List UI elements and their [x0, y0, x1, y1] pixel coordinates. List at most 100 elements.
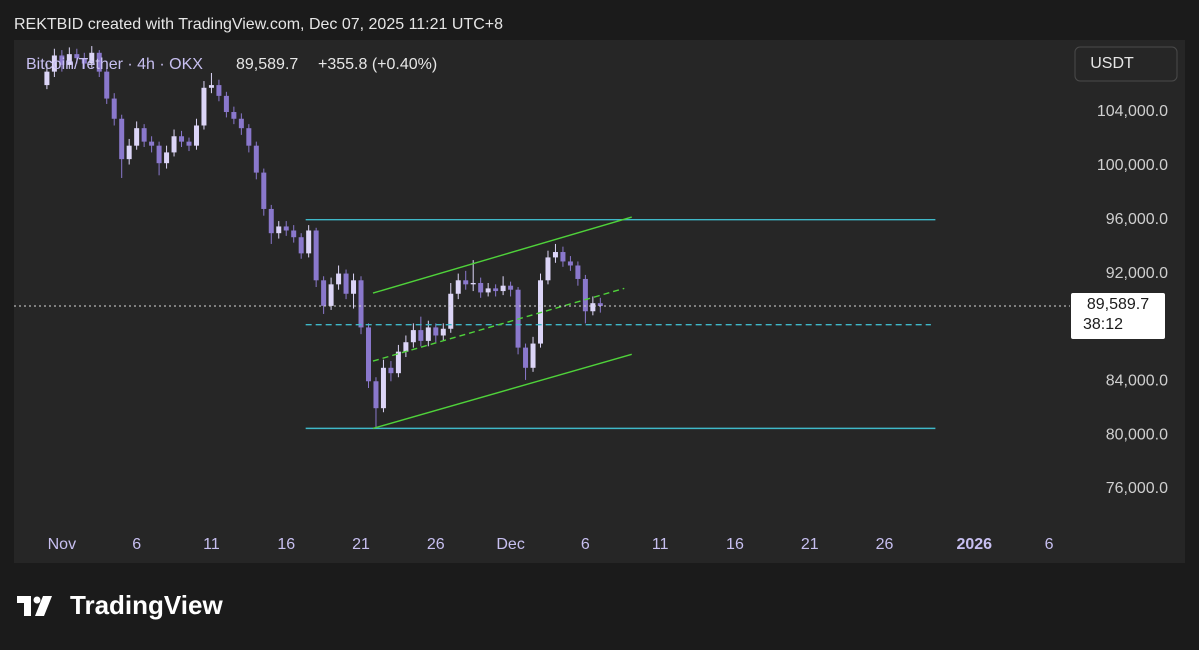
- trend-line: [372, 287, 625, 362]
- candle-body: [485, 288, 491, 293]
- candle-body: [440, 328, 446, 336]
- trend-line: [372, 353, 632, 430]
- currency-button[interactable]: [1074, 46, 1178, 82]
- candle-body: [388, 367, 394, 374]
- candle-body: [433, 327, 439, 336]
- candle-body: [171, 136, 177, 153]
- chart-panel: [14, 40, 1185, 563]
- candle-body: [74, 54, 80, 59]
- last-price-box: [1071, 293, 1165, 340]
- candle-body: [500, 285, 506, 292]
- candle-body: [283, 226, 289, 231]
- last-price: 89,589.7: [236, 56, 298, 73]
- candle-body: [51, 55, 57, 72]
- credit: REKTBID created with TradingView.com, De…: [14, 16, 503, 33]
- candle-body: [231, 112, 237, 119]
- candle-body: [545, 257, 551, 281]
- candle-body: [351, 280, 357, 294]
- candle-body: [238, 118, 244, 129]
- candle-body: [306, 230, 312, 254]
- currency[interactable]: USDT: [1090, 55, 1134, 72]
- candle-body: [291, 230, 297, 238]
- candle-body: [403, 342, 409, 352]
- x-tick-label: 16: [726, 536, 744, 553]
- candle-body: [149, 141, 155, 146]
- candle-body: [126, 145, 132, 160]
- candle-body: [508, 285, 514, 290]
- candle-body: [66, 54, 72, 65]
- x-tick-label: 11: [203, 536, 220, 553]
- candle-body: [223, 95, 229, 113]
- candle-body: [523, 347, 529, 368]
- candle-body: [141, 128, 147, 142]
- candle-body: [253, 145, 259, 173]
- candle-body: [552, 252, 558, 258]
- candle-body: [470, 282, 476, 285]
- candle-body: [380, 367, 386, 409]
- candle-body: [575, 265, 581, 279]
- candle-body: [156, 145, 162, 164]
- candle-body: [425, 327, 431, 341]
- candle-body: [59, 55, 65, 65]
- candle-body: [463, 280, 469, 285]
- candle-body: [530, 343, 536, 368]
- candle-body: [164, 152, 170, 164]
- brand: TradingView: [70, 590, 223, 620]
- candle-body: [111, 98, 117, 119]
- candle-body: [246, 128, 252, 146]
- symbol: Bitcoin/Tether · 4h · OKX: [26, 56, 203, 73]
- candle-body: [455, 280, 461, 294]
- candle-body: [276, 226, 282, 234]
- x-tick-label: 26: [876, 536, 894, 553]
- candle-body: [119, 118, 125, 160]
- candle-body: [590, 303, 596, 312]
- candle-body: [298, 237, 304, 254]
- candle-body: [96, 52, 102, 72]
- logo-shape: [35, 596, 52, 616]
- logo-icon: [17, 596, 52, 616]
- candle-body: [104, 71, 110, 99]
- candle-body: [44, 71, 50, 86]
- x-tick-label: 16: [277, 536, 295, 553]
- plot-area: [14, 46, 1070, 430]
- x-tick-label: 2026: [956, 536, 992, 553]
- candle-body: [418, 330, 424, 341]
- candle-body: [328, 284, 334, 306]
- y-tick-label: 100,000.0: [1097, 157, 1168, 174]
- logo-shape: [17, 596, 31, 616]
- candle-body: [179, 136, 185, 142]
- last-price-label: 89,589.7: [1087, 296, 1149, 313]
- candle-body: [597, 303, 603, 307]
- y-tick-label: 84,000.0: [1106, 372, 1168, 389]
- x-tick-label: 6: [132, 536, 141, 553]
- candle-body: [193, 125, 199, 146]
- candle-body: [365, 327, 371, 382]
- candle-body: [560, 252, 566, 262]
- y-tick-label: 92,000.0: [1106, 265, 1168, 282]
- candle-body: [358, 280, 364, 328]
- logo-dot: [33, 596, 41, 604]
- candle-body: [81, 58, 87, 64]
- candle-body: [313, 230, 319, 281]
- candle-body: [373, 381, 379, 409]
- candle-body: [478, 282, 484, 293]
- candle-body: [208, 85, 214, 88]
- candle-body: [582, 278, 588, 312]
- candle-body: [395, 351, 401, 374]
- candle-body: [261, 172, 267, 209]
- candle-body: [186, 141, 192, 146]
- candle-body: [134, 128, 140, 146]
- price-change: +355.8 (+0.40%): [318, 56, 437, 73]
- x-tick-label: 6: [1045, 536, 1054, 553]
- x-tick-label: Nov: [48, 536, 76, 553]
- x-tick-label: Dec: [496, 536, 524, 553]
- candle-body: [89, 52, 95, 64]
- y-tick-label: 104,000.0: [1097, 103, 1168, 120]
- y-tick-label: 96,000.0: [1106, 211, 1168, 228]
- y-tick-label: 80,000.0: [1106, 426, 1168, 443]
- y-tick-label: 76,000.0: [1106, 480, 1168, 497]
- candle-body: [448, 293, 454, 329]
- trend-line: [372, 216, 632, 294]
